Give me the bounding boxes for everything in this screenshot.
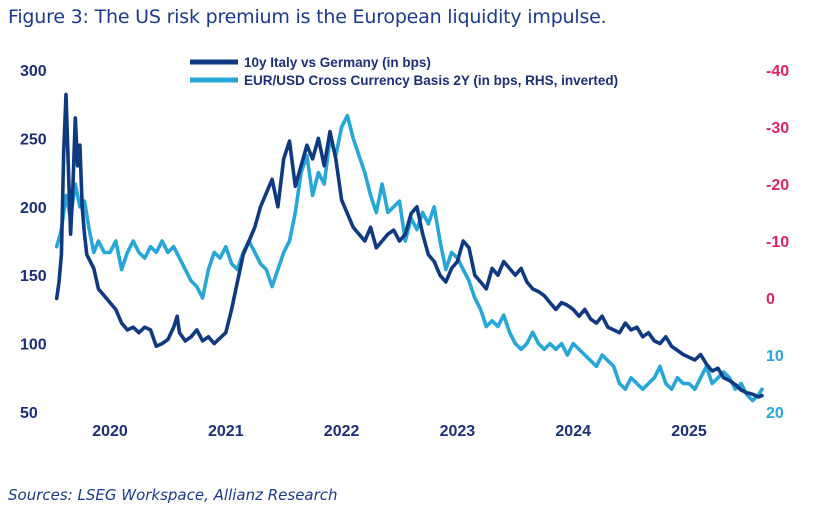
left-tick-label: 200 xyxy=(20,200,47,217)
right-tick-label: 20 xyxy=(766,405,784,422)
right-tick-label: -10 xyxy=(766,234,789,251)
right-tick-label: -40 xyxy=(766,63,789,80)
left-tick-label: 250 xyxy=(20,131,47,148)
x-tick-label: 2022 xyxy=(324,423,360,440)
left-tick-label: 150 xyxy=(20,268,47,285)
x-tick-label: 2021 xyxy=(208,423,244,440)
series-line-cross-currency-basis xyxy=(54,113,764,403)
series-line-italy-germany xyxy=(54,92,764,399)
x-axis-ticks: 2020 2021 2022 2023 2024 2025 xyxy=(92,423,707,440)
series-lines xyxy=(54,92,764,403)
right-tick-label: -20 xyxy=(766,177,789,194)
chart-canvas: 300 250 200 150 100 50 -40 -30 -20 -10 0 10 20 2020… xyxy=(20,55,789,440)
legend-label: EUR/USD Cross Currency Basis 2Y (in bps,… xyxy=(244,73,618,88)
right-axis-ticks: -40 -30 -20 -10 0 10 20 xyxy=(766,63,789,422)
x-tick-label: 2024 xyxy=(555,423,591,440)
source-note: Sources: LSEG Workspace, Allianz Researc… xyxy=(8,486,338,504)
right-tick-label: 10 xyxy=(766,348,784,365)
left-tick-label: 100 xyxy=(20,337,47,354)
right-tick-label: -30 xyxy=(766,120,789,137)
legend: 10y Italy vs Germany (in bps) EUR/USD Cro… xyxy=(190,55,618,88)
x-tick-label: 2023 xyxy=(440,423,476,440)
legend-label: 10y Italy vs Germany (in bps) xyxy=(244,55,431,70)
left-tick-label: 50 xyxy=(20,405,38,422)
x-tick-label: 2020 xyxy=(92,423,128,440)
right-tick-label: 0 xyxy=(766,291,775,308)
left-tick-label: 300 xyxy=(20,63,47,80)
chart-title: Figure 3: The US risk premium is the Eur… xyxy=(8,6,607,28)
x-tick-label: 2025 xyxy=(671,423,707,440)
left-axis-ticks: 300 250 200 150 100 50 xyxy=(20,63,47,422)
